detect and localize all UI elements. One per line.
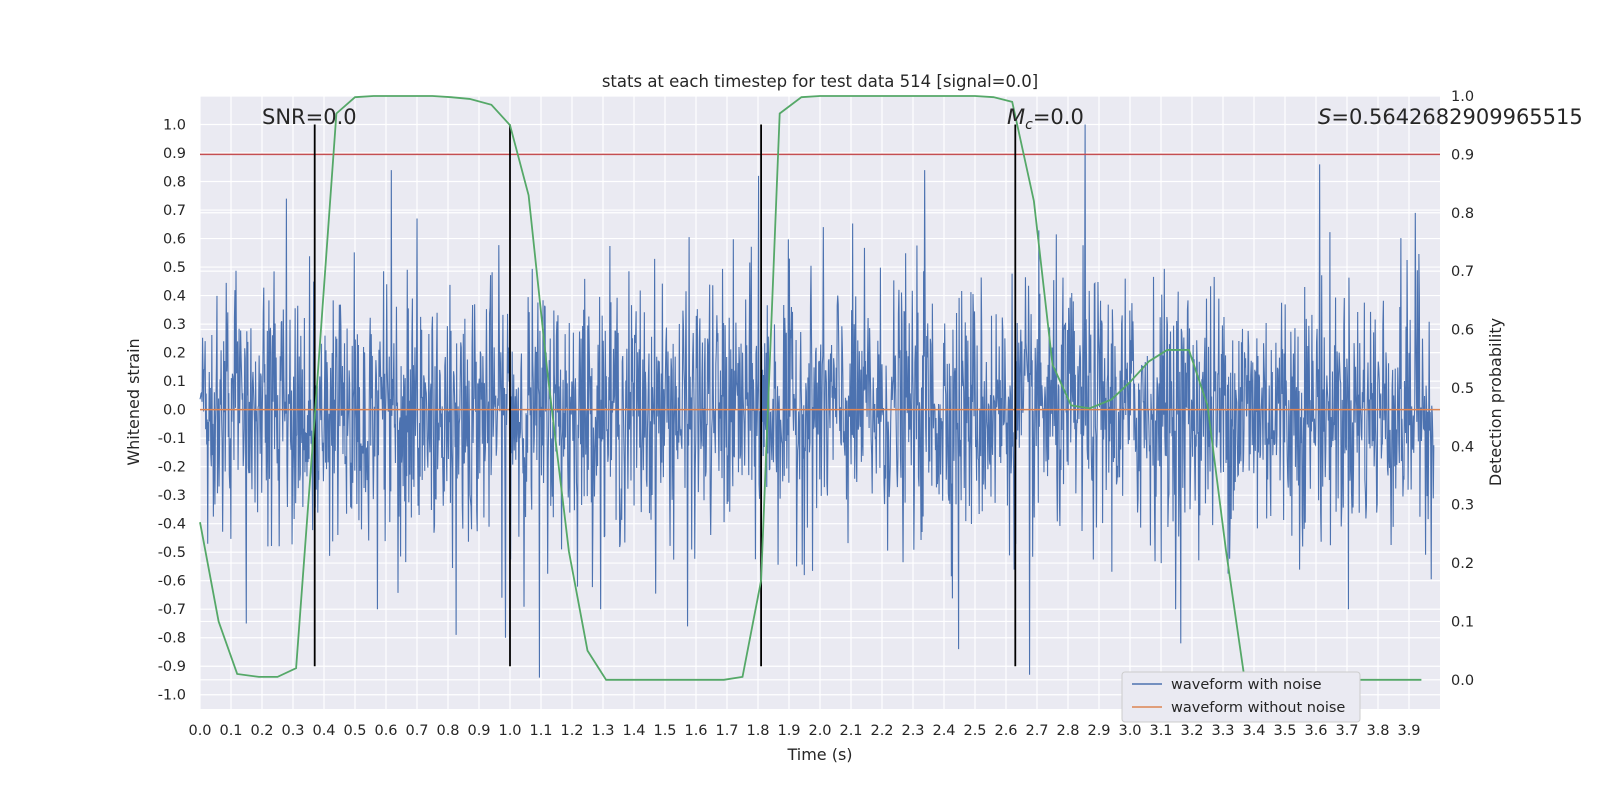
- x-tick-label: 2.1: [839, 723, 862, 739]
- x-tick-label: 1.9: [777, 723, 800, 739]
- x-tick-label: 3.9: [1397, 723, 1420, 739]
- snr-annotation: SNR=0.0: [262, 105, 357, 129]
- right-y-tick-label: 0.2: [1451, 556, 1474, 572]
- left-y-tick-label: 1.0: [163, 118, 186, 134]
- left-y-tick-label: -0.1: [158, 431, 186, 447]
- right-y-tick-label: 0.5: [1451, 381, 1474, 397]
- left-y-tick-label: -0.3: [158, 488, 186, 504]
- chirp-mass-annotation: Mc=0.0: [1007, 105, 1084, 133]
- x-tick-label: 1.2: [560, 723, 583, 739]
- x-tick-label: 3.8: [1366, 723, 1389, 739]
- right-y-tick-label: 0.6: [1451, 323, 1474, 339]
- x-tick-label: 1.4: [622, 723, 645, 739]
- left-y-tick-label: 0.6: [163, 232, 186, 248]
- right-y-axis-ticks: 1.0 0.9 0.8 0.7 0.6 0.5 0.4 0.3 0.2 0.1 0.0: [1451, 89, 1474, 689]
- left-y-tick-label: -0.6: [158, 574, 186, 590]
- x-tick-label: 1.7: [715, 723, 738, 739]
- right-y-tick-label: 1.0: [1451, 89, 1474, 105]
- detection-probability-line: [199, 95, 1422, 681]
- x-tick-label: 1.6: [684, 723, 707, 739]
- left-y-tick-label: -0.9: [158, 659, 186, 675]
- x-tick-label: 3.1: [1149, 723, 1172, 739]
- x-tick-label: 3.0: [1118, 723, 1141, 739]
- left-y-tick-label: 0.8: [163, 175, 186, 191]
- x-tick-label: 2.2: [870, 723, 893, 739]
- detection-probability-series: [199, 95, 1422, 681]
- x-tick-label: 0.1: [219, 723, 242, 739]
- left-y-tick-label: 0.9: [163, 146, 186, 162]
- left-y-axis-ticks: 1.0 0.9 0.8 0.7 0.6 0.5 0.4 0.3 0.2 0.1 0.0 -0.1 -0.…: [158, 118, 186, 704]
- x-tick-label: 3.3: [1211, 723, 1234, 739]
- legend-label-clean: waveform without noise: [1171, 700, 1345, 716]
- x-axis-ticks: 0.0 0.1 0.2 0.3 0.4 0.5 0.6 0.7 0.8 0.9 1.0 1.1 1.2 1…: [188, 723, 1420, 739]
- legend-label-noisy: waveform with noise: [1171, 677, 1322, 693]
- chirp-mass-symbol: M: [1007, 105, 1025, 129]
- x-tick-label: 0.2: [250, 723, 273, 739]
- right-y-tick-label: 0.0: [1451, 673, 1474, 689]
- x-tick-label: 2.8: [1056, 723, 1079, 739]
- chirp-mass-value: =0.0: [1033, 105, 1084, 129]
- x-tick-label: 0.7: [405, 723, 428, 739]
- chart-title: stats at each timestep for test data 514…: [602, 72, 1038, 91]
- x-axis-label: Time (s): [786, 745, 852, 764]
- x-tick-label: 0.4: [312, 723, 335, 739]
- x-tick-label: 1.8: [746, 723, 769, 739]
- legend: waveform with noise waveform without noi…: [1121, 671, 1361, 723]
- x-tick-label: 0.5: [343, 723, 366, 739]
- right-y-tick-label: 0.1: [1451, 614, 1474, 630]
- x-tick-label: 3.6: [1304, 723, 1327, 739]
- left-y-tick-label: 0.0: [163, 403, 186, 419]
- right-y-tick-label: 0.8: [1451, 206, 1474, 222]
- x-tick-label: 0.0: [188, 723, 211, 739]
- x-tick-label: 2.3: [901, 723, 924, 739]
- score-symbol: S: [1318, 105, 1331, 129]
- x-tick-label: 2.5: [963, 723, 986, 739]
- x-tick-label: 0.6: [374, 723, 397, 739]
- x-tick-label: 1.3: [591, 723, 614, 739]
- left-y-tick-label: -0.5: [158, 545, 186, 561]
- score-value: =0.5642682909965515: [1331, 105, 1582, 129]
- right-y-tick-label: 0.3: [1451, 498, 1474, 514]
- x-tick-label: 3.2: [1180, 723, 1203, 739]
- x-tick-label: 1.1: [529, 723, 552, 739]
- x-tick-label: 0.3: [281, 723, 304, 739]
- noisy-waveform-series: [199, 124, 1435, 678]
- x-tick-label: 0.8: [436, 723, 459, 739]
- left-y-axis-label: Whitened strain: [124, 338, 143, 465]
- left-y-tick-label: 0.7: [163, 203, 186, 219]
- score-annotation: S=0.5642682909965515: [1318, 105, 1583, 129]
- left-y-tick-label: -0.8: [158, 631, 186, 647]
- left-y-tick-label: 0.5: [163, 260, 186, 276]
- x-tick-label: 2.4: [932, 723, 955, 739]
- x-tick-label: 2.7: [1025, 723, 1048, 739]
- left-y-tick-label: 0.1: [163, 374, 186, 390]
- x-tick-label: 1.0: [498, 723, 521, 739]
- x-tick-label: 3.5: [1273, 723, 1296, 739]
- x-tick-label: 0.9: [467, 723, 490, 739]
- left-y-tick-label: 0.3: [163, 317, 186, 333]
- left-y-tick-label: -1.0: [158, 688, 186, 704]
- left-y-tick-label: 0.2: [163, 346, 186, 362]
- chirp-mass-subscript: c: [1025, 117, 1033, 133]
- right-y-tick-label: 0.7: [1451, 264, 1474, 280]
- x-tick-label: 2.6: [994, 723, 1017, 739]
- x-tick-label: 3.4: [1242, 723, 1265, 739]
- left-y-tick-label: -0.7: [158, 602, 186, 618]
- x-tick-label: 2.9: [1087, 723, 1110, 739]
- x-tick-label: 3.7: [1335, 723, 1358, 739]
- right-y-tick-label: 0.4: [1451, 439, 1474, 455]
- noisy-waveform-line: [199, 124, 1435, 678]
- left-y-tick-label: -0.2: [158, 460, 186, 476]
- x-tick-label: 2.0: [808, 723, 831, 739]
- left-y-tick-label: -0.4: [158, 517, 186, 533]
- right-y-tick-label: 0.9: [1451, 147, 1474, 163]
- left-y-tick-label: 0.4: [163, 289, 186, 305]
- x-tick-label: 1.5: [653, 723, 676, 739]
- legend-box: [1121, 671, 1361, 723]
- right-y-axis-label: Detection probability: [1486, 318, 1505, 486]
